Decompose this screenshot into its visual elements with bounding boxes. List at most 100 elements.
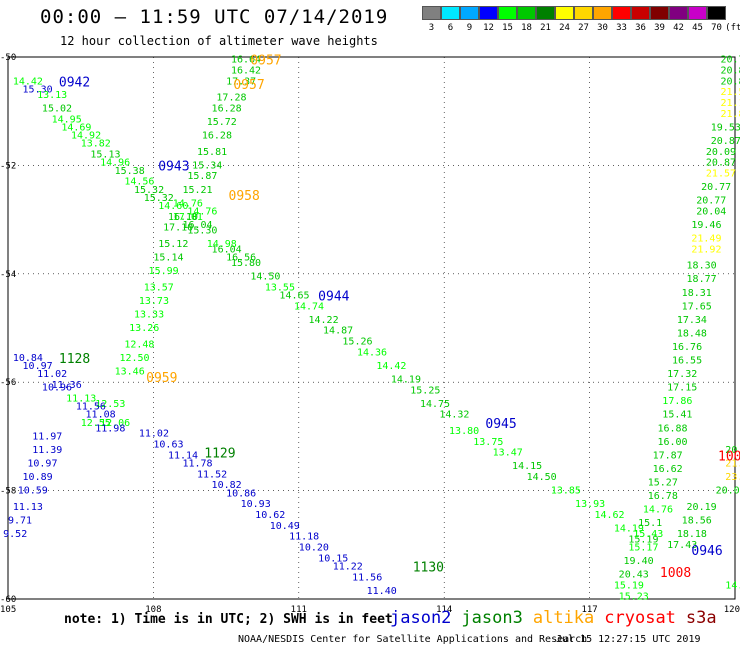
wave-height-value: 15.12 xyxy=(158,239,188,250)
wave-height-value: 20.09 xyxy=(706,147,736,158)
wave-height-value: 19.46 xyxy=(691,220,721,231)
wave-height-value: 16.28 xyxy=(212,103,242,114)
wave-height-value: 16.04 xyxy=(182,220,212,231)
wave-height-value: 14.75 xyxy=(420,399,450,410)
wave-height-value: 10.97 xyxy=(27,459,57,470)
wave-height-value: 14.32 xyxy=(439,410,469,421)
wave-height-value: 10.82 xyxy=(212,480,242,491)
wave-height-value: 15.21 xyxy=(182,185,212,196)
wave-height-value: 10.15 xyxy=(318,553,348,564)
wave-height-value: 14.65 xyxy=(279,290,309,301)
wave-height-value: 17.28 xyxy=(216,93,246,104)
wave-height-value: 19.40 xyxy=(624,556,654,567)
wave-height-value: 13.55 xyxy=(265,282,295,293)
wave-height-value: 17.65 xyxy=(682,301,712,312)
wave-height-value: 16.62 xyxy=(653,464,683,475)
pass-time-label: 1008 xyxy=(718,449,740,464)
satellite-legend: jason2 jason3 altika cryosat s3a xyxy=(390,608,727,628)
wave-height-value: 15.23 xyxy=(619,591,649,602)
wave-height-value: 11.97 xyxy=(32,431,62,442)
wave-height-value: 11.13 xyxy=(66,393,96,404)
wave-height-value: 11.56 xyxy=(76,402,106,413)
satellite-legend-item: s3a xyxy=(685,608,717,628)
legend-label: 42 xyxy=(673,23,684,33)
wave-height-value: 16.76 xyxy=(672,342,702,353)
wave-height-value: 18.30 xyxy=(687,261,717,272)
pass-time-label: 0944 xyxy=(318,289,349,304)
wave-height-value: 16.00 xyxy=(657,437,687,448)
wave-height-value: 14.92 xyxy=(71,131,101,142)
pass-time-label: 0945 xyxy=(485,417,516,432)
wave-height-value: 14.56 xyxy=(124,177,154,188)
wave-height-value: 20.8 xyxy=(720,66,740,77)
wave-height-value: 12.48 xyxy=(124,339,154,350)
wave-height-value: 16.78 xyxy=(648,491,678,502)
legend-swatch xyxy=(479,6,498,20)
wave-height-value: 10.20 xyxy=(299,543,329,554)
pass-time-label: 0946 xyxy=(691,544,722,559)
wave-height-value: 14.76 xyxy=(187,206,217,217)
wave-height-value: 11.08 xyxy=(86,410,116,421)
wave-height-value: 11.40 xyxy=(367,586,397,597)
wave-height-value: 15.80 xyxy=(231,258,261,269)
wave-height-value: 18.31 xyxy=(682,288,712,299)
legend-label: 21 xyxy=(540,23,551,33)
pass-time-label: 1129 xyxy=(204,447,235,462)
wave-height-value: 17.43 xyxy=(667,540,697,551)
wave-height-value: 14.76 xyxy=(173,198,203,209)
pass-time-label: 1128 xyxy=(59,352,90,367)
wave-height-value: 21.8 xyxy=(720,109,740,120)
satellite-legend-item: altika xyxy=(532,608,595,628)
wave-height-value: 13.57 xyxy=(144,282,174,293)
wave-height-value: 11.78 xyxy=(182,459,212,470)
legend-swatch xyxy=(707,6,726,20)
wave-height-value: 12.50 xyxy=(119,353,149,364)
x-tick-label: 108 xyxy=(145,605,161,615)
legend-swatch xyxy=(612,6,631,20)
wave-height-value: 16.64 xyxy=(231,55,261,66)
pass-time-label: 1130 xyxy=(413,560,444,575)
wave-height-value: 20.19 xyxy=(687,502,717,513)
wave-height-value: 13.80 xyxy=(449,426,479,437)
legend-swatch xyxy=(593,6,612,20)
y-tick-label: -58 xyxy=(0,487,16,497)
wave-height-value: 16.55 xyxy=(672,356,702,367)
legend-swatch xyxy=(422,6,441,20)
y-tick-label: -56 xyxy=(0,378,16,388)
y-tick-label: -54 xyxy=(0,270,16,280)
wave-height-value: 14.50 xyxy=(250,272,280,283)
wave-height-value: 14.22 xyxy=(308,315,338,326)
wave-height-value: 21.49 xyxy=(691,234,721,245)
legend-label: 30 xyxy=(597,23,608,33)
wave-height-value: 17.32 xyxy=(667,369,697,380)
wave-height-value: 10.93 xyxy=(241,499,271,510)
wave-height-value: 10.49 xyxy=(270,521,300,532)
legend-swatch xyxy=(631,6,650,20)
wave-height-value: 14.84 xyxy=(725,580,740,591)
wave-height-value: 14.62 xyxy=(594,510,624,521)
legend-swatch xyxy=(574,6,593,20)
wave-height-value: 20.77 xyxy=(701,182,731,193)
wave-height-value: 16.56 xyxy=(226,253,256,264)
legend-label: 36 xyxy=(635,23,646,33)
wave-height-value: 15.19 xyxy=(614,580,644,591)
wave-height-value: 10.62 xyxy=(255,510,285,521)
wave-height-value: 15.19 xyxy=(628,534,658,545)
wave-height-value: 15.02 xyxy=(42,103,72,114)
wave-height-value: 10.84 xyxy=(13,353,43,364)
wave-height-value: 15.99 xyxy=(149,266,179,277)
wave-height-value: 15.81 xyxy=(197,147,227,158)
wave-height-value: 20.65 xyxy=(725,445,740,456)
legend-label: 39 xyxy=(654,23,665,33)
chart-title: 00:00 – 11:59 UTC 07/14/2019 xyxy=(40,6,389,28)
wave-height-value: 13.75 xyxy=(473,437,503,448)
wave-height-value: 20.09 xyxy=(716,486,740,497)
wave-height-value: 15.30 xyxy=(23,85,53,96)
satellite-legend-item: jason2 xyxy=(390,608,452,628)
wave-height-value: 17.34 xyxy=(677,315,707,326)
wave-height-value: 14.42 xyxy=(376,361,406,372)
wave-height-value: 14.87 xyxy=(323,326,353,337)
wave-height-value: 21.5 xyxy=(720,87,740,98)
wave-height-value: 14.36 xyxy=(357,347,387,358)
